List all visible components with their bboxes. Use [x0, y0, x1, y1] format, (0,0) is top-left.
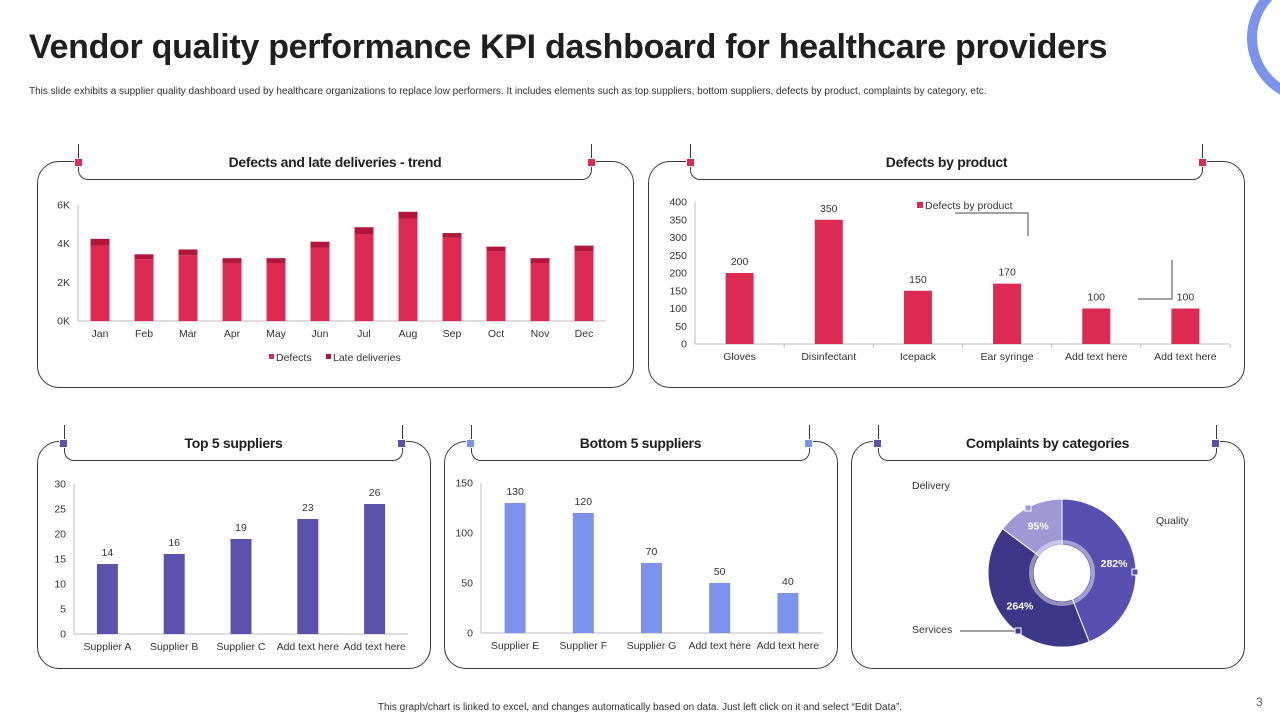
footer-note: This graph/chart is linked to excel, and… [377, 702, 903, 713]
trend-header-right-marker [587, 158, 596, 167]
bottom-header-right-marker [804, 439, 813, 448]
bottom-suppliers-panel-title: Bottom 5 suppliers [471, 425, 810, 461]
top-suppliers-panel [37, 441, 431, 669]
slide-subtitle: This slide exhibits a supplier quality d… [29, 86, 987, 97]
complaints-header-left-marker [873, 439, 882, 448]
complaints-header-right-marker [1211, 439, 1220, 448]
corner-ring-decoration [1247, 0, 1280, 95]
top-header-right-marker [397, 439, 406, 448]
product-header-right-marker [1198, 158, 1207, 167]
bottom-suppliers-panel [444, 441, 838, 669]
trend-header-left-marker [74, 158, 83, 167]
top-header-left-marker [59, 439, 68, 448]
product-header-left-marker [686, 158, 695, 167]
complaints-panel [851, 441, 1245, 669]
trend-panel [37, 161, 634, 388]
trend-panel-title: Defects and late deliveries - trend [78, 144, 592, 180]
product-panel-title: Defects by product [690, 144, 1203, 180]
top-suppliers-panel-title: Top 5 suppliers [64, 425, 403, 461]
bottom-header-left-marker [466, 439, 475, 448]
page-number: 3 [1256, 695, 1263, 709]
complaints-panel-title: Complaints by categories [878, 425, 1217, 461]
slide-title: Vendor quality performance KPI dashboard… [29, 28, 1108, 66]
product-panel [648, 161, 1245, 388]
